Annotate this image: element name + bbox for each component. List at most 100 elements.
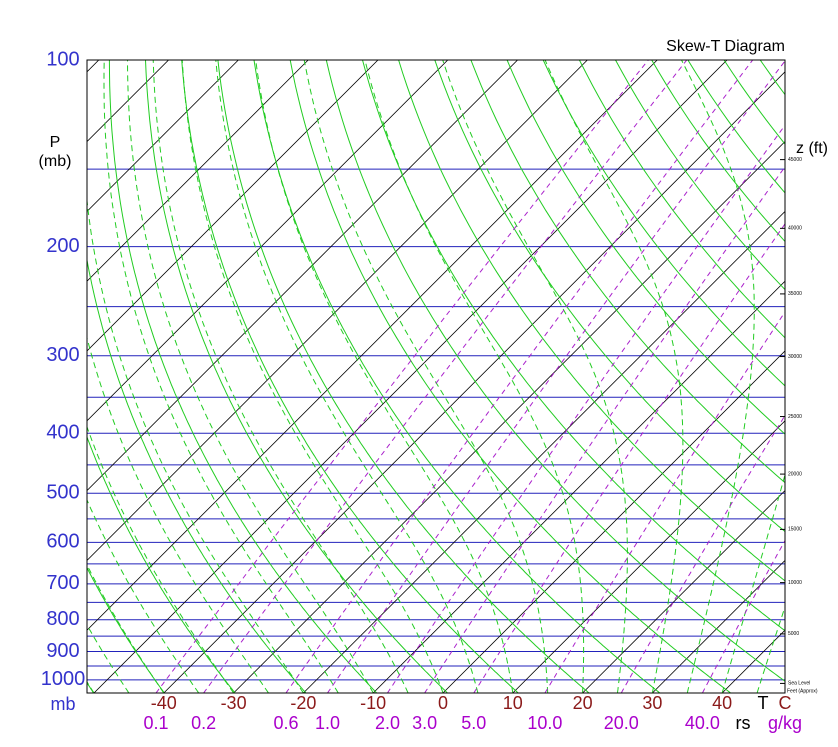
moist-adiabat (442, 60, 628, 693)
isotherm (87, 60, 309, 282)
z-tick-label: 45000 (788, 157, 802, 163)
mixing-ratio-label: 0.1 (144, 713, 169, 733)
dry-adiabat (87, 257, 307, 693)
mixing-ratio-line (327, 60, 785, 693)
z-tick-label: 30000 (788, 354, 802, 360)
z-tick-label: 5000 (788, 631, 799, 637)
rs-unit: g/kg (768, 713, 802, 733)
isotherm (87, 60, 518, 492)
dry-adiabat (253, 60, 661, 693)
moist-adiabat (87, 196, 304, 693)
mixing-ratio-label: 40.0 (685, 713, 720, 733)
y-tick-label: 300 (46, 344, 79, 366)
moist-adiabat (255, 60, 514, 693)
dry-adiabat (833, 60, 838, 693)
x-label: T (758, 693, 769, 713)
isotherm (163, 71, 785, 693)
mixing-ratio-line (387, 124, 785, 693)
isotherm (512, 420, 785, 693)
moist-adiabat (181, 60, 444, 693)
moist-adiabat (303, 60, 549, 693)
isotherm (652, 559, 785, 693)
moist-adiabat (215, 60, 479, 693)
dry-adiabat (87, 435, 236, 693)
x-tick-label: 40 (712, 693, 732, 713)
isotherm (87, 60, 658, 631)
mixing-ratio-line (285, 60, 754, 693)
z-tick-label: 20000 (788, 471, 802, 477)
dry-adiabat (542, 60, 785, 387)
dry-adiabat (398, 60, 785, 582)
plot-frame (86, 59, 786, 694)
chart-title: Skew-T Diagram (666, 38, 785, 55)
dry-adiabat (145, 60, 448, 693)
isotherm (87, 60, 239, 212)
x-tick-label: 0 (438, 693, 448, 713)
y-tick-label: 500 (46, 482, 79, 504)
isotherm (233, 141, 785, 693)
moist-adiabat (87, 425, 235, 693)
z-tick-label: 15000 (788, 527, 802, 533)
isotherm (87, 60, 449, 422)
x-tick-label: -20 (290, 693, 316, 713)
y-tick-label: 400 (46, 421, 79, 443)
z-label: z (ft) (796, 140, 828, 157)
dry-adiabat (325, 60, 785, 682)
moist-adiabat (127, 60, 374, 693)
dry-adiabat (362, 60, 785, 632)
moist-adiabat (87, 498, 200, 693)
dry-adiabat (108, 60, 378, 693)
x-tick-label: 20 (573, 693, 593, 713)
dry-adiabat (578, 60, 785, 339)
z-tick-label: 10000 (788, 580, 802, 586)
z-tick-label: 25000 (788, 414, 802, 420)
moist-adiabat (87, 623, 130, 693)
z-tick-label: Sea Level (788, 681, 810, 687)
mixing-ratio-label: 5.0 (461, 713, 486, 733)
moist-adiabat (681, 60, 755, 693)
isotherm (87, 60, 379, 352)
dry-adiabat (217, 60, 590, 693)
x-unit: C (779, 693, 792, 713)
moist-adiabat (544, 60, 684, 693)
z-note: Feet (Approx) (787, 688, 818, 694)
mixing-ratio-line (544, 311, 785, 693)
dry-adiabat (289, 60, 731, 693)
moist-adiabat (87, 336, 269, 693)
mixing-ratio-line (203, 60, 688, 693)
dry-adiabat (87, 566, 165, 693)
y-label: P (50, 134, 61, 151)
y-unit-bottom: mb (50, 694, 75, 714)
mixing-ratio-line (473, 222, 785, 693)
y-tick-label: 800 (46, 608, 79, 630)
y-tick-label: 900 (46, 640, 79, 662)
mixing-ratio-label: 0.6 (273, 713, 298, 733)
moist-adiabat (721, 473, 785, 693)
mixing-ratio-label: 2.0 (375, 713, 400, 733)
dry-adiabat (181, 60, 519, 693)
moist-adiabat (103, 60, 339, 693)
moist-adiabat (152, 60, 409, 693)
x-tick-label: -10 (360, 693, 386, 713)
isotherm (372, 280, 785, 693)
dry-adiabat (470, 60, 785, 484)
mixing-ratio-line (155, 60, 649, 693)
y-tick-label: 1000 (41, 668, 86, 690)
y-tick-label: 200 (46, 235, 79, 257)
z-tick-label: 35000 (788, 291, 802, 297)
mixing-ratio-label: 20.0 (604, 713, 639, 733)
x-tick-label: 30 (642, 693, 662, 713)
x-tick-label: -30 (221, 693, 247, 713)
mixing-ratio-label: 0.2 (191, 713, 216, 733)
isotherm (303, 210, 785, 693)
y-tick-label: 100 (46, 48, 79, 70)
rs-label: rs (736, 713, 751, 733)
isotherm (442, 350, 785, 693)
moist-adiabat (87, 563, 165, 693)
dry-adiabat (506, 60, 785, 435)
isotherm (582, 490, 785, 693)
isotherm (93, 60, 728, 693)
dry-adiabat (434, 60, 785, 533)
